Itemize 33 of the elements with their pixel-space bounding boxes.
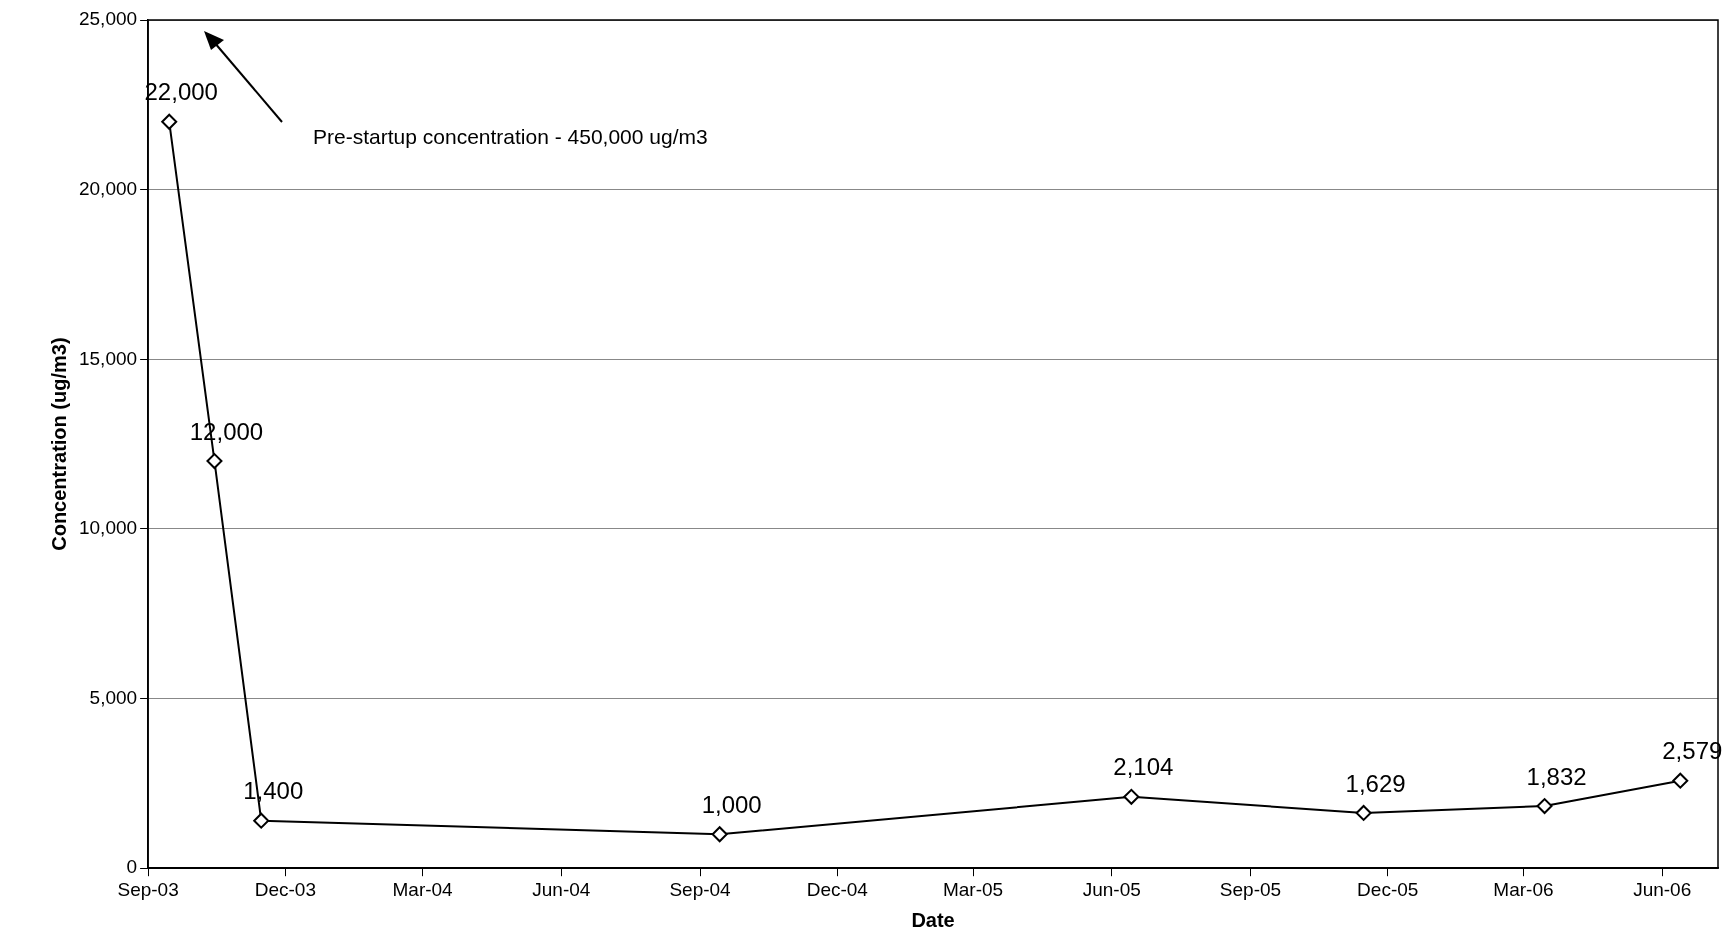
x-tick-label: Dec-04 <box>806 878 869 900</box>
y-tick-label: 25,000 <box>78 8 138 30</box>
data-label: 1,629 <box>1345 769 1406 797</box>
data-label: 1,000 <box>701 790 762 818</box>
x-tick-label: Jun-04 <box>532 878 591 900</box>
x-tick-label: Jun-06 <box>1633 878 1692 900</box>
point <box>1672 772 1689 789</box>
x-tick-label: Sep-05 <box>1219 878 1282 900</box>
y-tick-label: 5,000 <box>89 686 138 708</box>
x-tick-label: Mar-04 <box>392 878 454 900</box>
point <box>1123 788 1140 805</box>
y-tick-label: 0 <box>126 856 138 878</box>
x-axis-title: Date <box>911 908 955 931</box>
point <box>711 826 728 843</box>
x-tick-label: Sep-04 <box>669 878 732 900</box>
x-tick-label: Jun-05 <box>1082 878 1141 900</box>
y-tick-label: 10,000 <box>78 517 138 539</box>
x-tick-label: Dec-05 <box>1357 878 1419 900</box>
x-tick-label: Sep-03 <box>117 878 179 900</box>
point <box>161 113 178 130</box>
data-label: 1,832 <box>1526 762 1587 790</box>
point <box>206 453 223 470</box>
point <box>253 812 270 829</box>
y-tick-label: 20,000 <box>78 177 138 199</box>
point <box>1355 804 1372 821</box>
y-tick-label: 15,000 <box>78 347 138 369</box>
x-tick-label: Mar-06 <box>1493 878 1554 900</box>
x-tick-label: Dec-03 <box>254 878 316 900</box>
x-tick-label: Mar-05 <box>942 878 1004 900</box>
data-label: 2,104 <box>1113 753 1174 781</box>
point <box>1536 798 1553 815</box>
y-axis-title: Concentration (ug/m3) <box>47 337 70 551</box>
annotation: Pre-startup concentration - 450,000 ug/m3 <box>313 125 708 149</box>
